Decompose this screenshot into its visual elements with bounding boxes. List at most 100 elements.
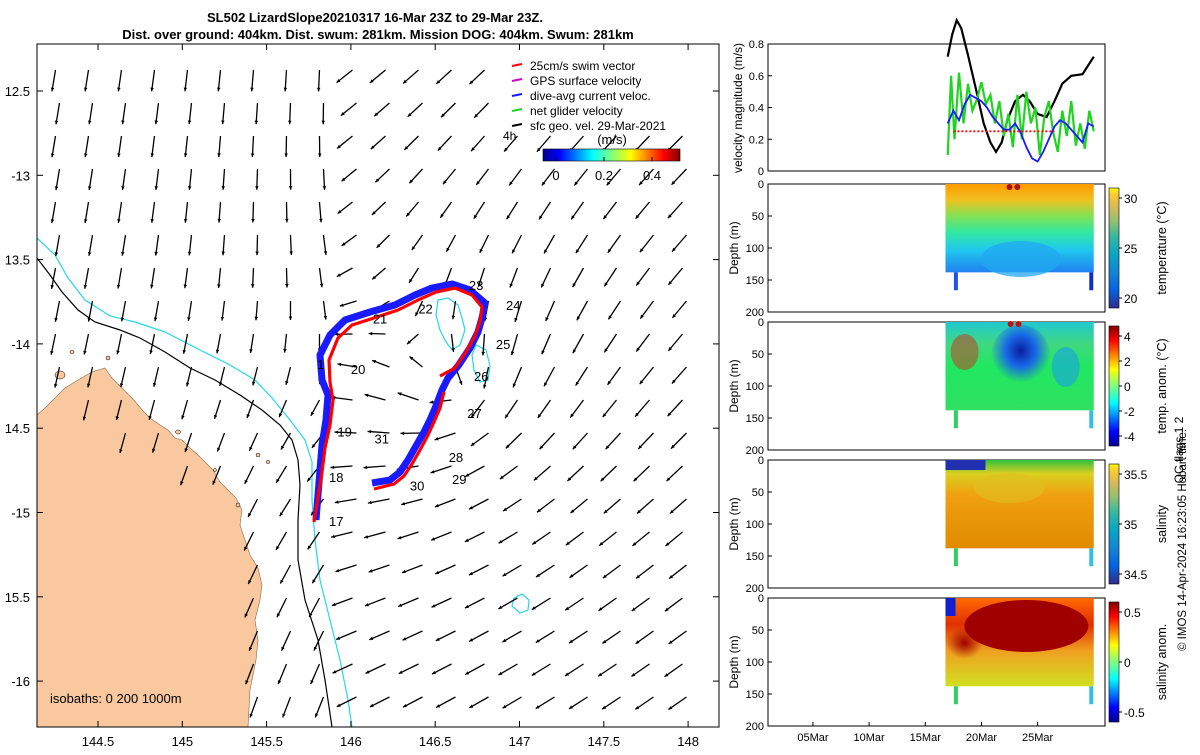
- profile-stalk: [1089, 410, 1093, 428]
- lon-tick-label: 146.5: [419, 734, 452, 749]
- colorbar-tick-label: -2: [1124, 405, 1135, 419]
- depth-tick-label: 0: [758, 317, 764, 329]
- lon-tick-label: 147: [509, 734, 531, 749]
- depth-tick-label: 100: [746, 519, 764, 531]
- isobaths-legend: isobaths: 0 200 1000m: [50, 691, 182, 706]
- time-tick-label: 05Mar: [797, 732, 829, 744]
- warm-dot: [1014, 184, 1020, 190]
- colorbar-tick-label: 35.5: [1124, 468, 1148, 482]
- lon-tick-label: 145: [171, 734, 193, 749]
- map-colorbar: [543, 149, 680, 161]
- day-label: 28: [449, 450, 463, 465]
- profile-stalk: [1089, 272, 1093, 290]
- colorbar-tick-label: 0.2: [595, 168, 613, 183]
- time-tick-label: 25Mar: [1022, 732, 1054, 744]
- day-label: 19: [337, 425, 351, 440]
- velocity-panel: 00.20.40.60.8 velocity magnitude (m/s): [731, 20, 1105, 178]
- depth-tick-label: 150: [746, 551, 764, 563]
- day-label: 24: [506, 298, 520, 313]
- colorbar-label: temp. anom. (°C): [1155, 338, 1169, 433]
- profile-stalk: [1089, 686, 1093, 704]
- lat-tick-label: 12.5: [5, 84, 30, 99]
- section-field: [945, 460, 1093, 548]
- lon-tick-label: 146: [340, 734, 362, 749]
- lon-tick-label: 148: [677, 734, 699, 749]
- lat-tick-label: 15.5: [5, 590, 30, 605]
- colorbar-tick-label: 0.4: [643, 168, 661, 183]
- lat-tick-label: -16: [11, 674, 30, 689]
- cold-feature: [981, 241, 1061, 277]
- colorbar-label: (m/s): [597, 132, 627, 147]
- title-line-2: Dist. over ground: 404km. Dist. swum: 28…: [122, 27, 634, 42]
- profile-stalk: [954, 686, 958, 704]
- day-label: 29: [452, 472, 466, 487]
- lon-tick-label: 145.5: [250, 734, 283, 749]
- colorbar-tick-label: 2: [1124, 355, 1131, 369]
- legend-label: dive-avg current veloc.: [530, 89, 651, 103]
- lat-tick-label: -14: [11, 337, 30, 352]
- colorbar-label: salinity: [1155, 504, 1169, 543]
- lat-tick-label: 14.5: [5, 421, 30, 436]
- profile-stalk: [954, 272, 958, 290]
- lon-tick-label: 147.5: [588, 734, 621, 749]
- depth-ylabel: Depth (m): [727, 635, 741, 688]
- legend-hour: 4h: [503, 129, 516, 143]
- day-label: 31: [375, 431, 389, 446]
- depth-tick-label: 50: [752, 487, 764, 499]
- anomaly-dot: [1008, 321, 1014, 327]
- depth-tick-label: 50: [752, 211, 764, 223]
- section-colorbar: [1109, 326, 1119, 446]
- day-label: 18: [329, 470, 343, 485]
- lat-tick-label: -13: [11, 168, 30, 183]
- lon-tick-label: 144.5: [82, 734, 115, 749]
- depth-tick-label: 0: [758, 593, 764, 605]
- section-colorbar: [1109, 464, 1119, 584]
- depth-tick-label: 100: [746, 381, 764, 393]
- colorbar-tick-label: 34.5: [1124, 568, 1148, 582]
- day-label: 17: [329, 514, 343, 529]
- time-tick-label: 15Mar: [910, 732, 942, 744]
- day-label: 22: [418, 302, 432, 317]
- depth-tick-label: 150: [746, 689, 764, 701]
- day-label: 21: [373, 312, 387, 327]
- profile-stalk: [1089, 548, 1093, 566]
- day-label: 26: [474, 369, 488, 384]
- salinity-feature: [975, 473, 1045, 503]
- fresh-anomaly: [945, 598, 955, 616]
- colorbar-tick-label: 25: [1124, 242, 1138, 256]
- cold-anomaly-2: [1052, 347, 1080, 387]
- salty-anomaly-2: [947, 627, 983, 659]
- velocity-ytick-label: 0.8: [749, 39, 764, 51]
- depth-ylabel: Depth (m): [727, 359, 741, 412]
- depth-tick-label: 200: [746, 721, 764, 733]
- velocity-ytick-label: 0.2: [749, 134, 764, 146]
- legend-label: 25cm/s swim vector: [530, 59, 635, 73]
- depth-tick-label: 100: [746, 657, 764, 669]
- depth-tick-label: 150: [746, 275, 764, 287]
- section-colorbar: [1109, 188, 1119, 308]
- title-line-1: SL502 LizardSlope20210317 16-Mar 23Z to …: [207, 10, 543, 25]
- velocity-ylabel: velocity magnitude (m/s): [731, 43, 745, 173]
- velocity-ytick-label: 0: [758, 166, 764, 178]
- depth-ylabel: Depth (m): [727, 497, 741, 550]
- day-label: 25: [496, 337, 510, 352]
- colorbar-tick-label: 0: [1124, 380, 1131, 394]
- lat-tick-label: 13.5: [5, 253, 30, 268]
- velocity-axes: [768, 44, 1105, 171]
- colorbar-tick-label: 0: [552, 168, 559, 183]
- salty-anomaly: [964, 600, 1088, 652]
- depth-tick-label: 50: [752, 349, 764, 361]
- cold-anomaly: [991, 325, 1051, 389]
- day-label: 23: [469, 278, 483, 293]
- colorbar-tick-label: -0.5: [1124, 706, 1145, 720]
- depth-tick-label: 100: [746, 243, 764, 255]
- fresh-surface: [945, 460, 985, 470]
- day-label: 1: [317, 357, 324, 372]
